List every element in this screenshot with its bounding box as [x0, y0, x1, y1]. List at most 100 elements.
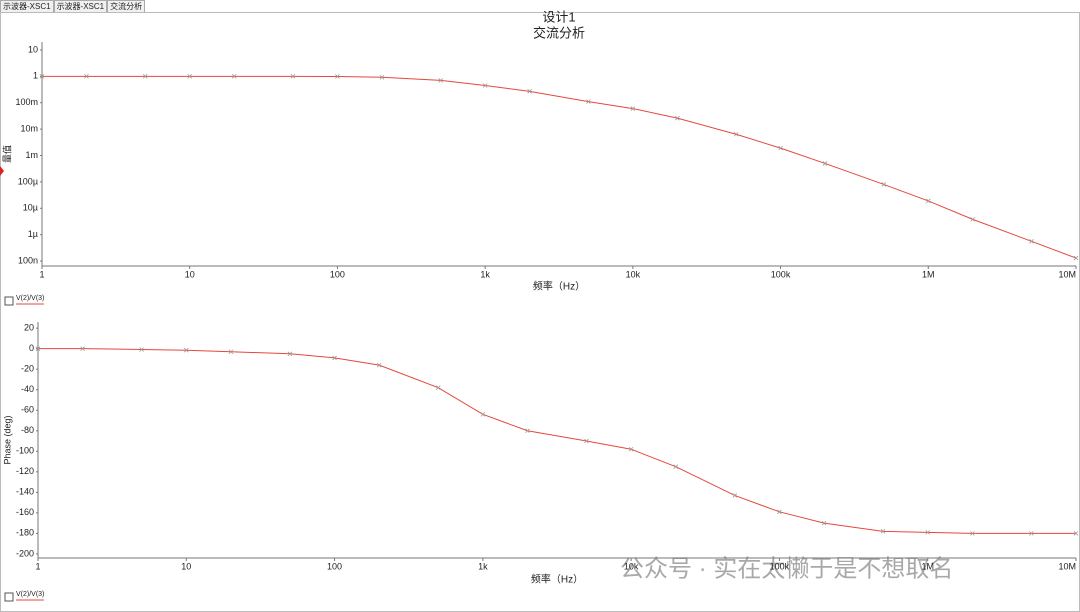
data-point [438, 78, 443, 83]
data-point [880, 529, 886, 534]
tab-bar: 示波器-XSC1 示波器-XSC1 交流分析 [0, 0, 146, 12]
x-tick-label: 1k [478, 561, 488, 571]
x-axis-label: 频率（Hz） [531, 573, 583, 586]
data-point [926, 198, 931, 204]
y-tick-label: 0 [29, 343, 34, 353]
data-point [777, 509, 782, 515]
x-tick-label: 10M [1058, 561, 1076, 571]
y-tick-label: 1µ [28, 229, 38, 239]
y-tick-label: -180 [16, 528, 34, 538]
y-tick-label: -40 [21, 384, 34, 394]
tab[interactable]: 示波器-XSC1 [0, 0, 54, 12]
y-tick-label: -60 [21, 405, 34, 415]
y-tick-label: 100µ [18, 176, 38, 186]
x-tick-label: 100 [330, 269, 345, 279]
cursor-marker [0, 166, 4, 176]
series-line [42, 75, 1077, 259]
x-tick-label: 1M [921, 561, 934, 571]
frame [0, 12, 1080, 612]
x-tick-label: 1 [39, 269, 44, 279]
data-point [228, 349, 234, 355]
y-tick-label: 10 [28, 44, 38, 54]
chart-subtitle: 交流分析 [533, 25, 585, 40]
data-point [732, 493, 738, 498]
y-tick-label: -140 [16, 487, 34, 497]
watermark: 公众号 · 实在太懒于是不想取名 [620, 555, 953, 582]
y-tick-label: -20 [21, 364, 34, 374]
x-tick-label: 1 [35, 561, 40, 571]
series-line [38, 348, 1076, 534]
data-point [332, 355, 337, 361]
data-point [1029, 239, 1034, 244]
data-point [628, 446, 634, 452]
y-tick-label: 10µ [23, 203, 38, 213]
data-point [35, 346, 41, 351]
data-point [1073, 255, 1079, 261]
tab[interactable]: 示波器-XSC1 [53, 0, 108, 12]
y-tick-label: 10m [20, 123, 38, 133]
data-point [673, 464, 679, 469]
data-point [584, 438, 589, 444]
y-axis-label: 量值 [1, 145, 12, 163]
data-point [376, 362, 382, 368]
x-tick-label: 10k [624, 561, 639, 571]
data-point [187, 74, 192, 79]
data-point [675, 115, 680, 121]
data-point [586, 99, 591, 104]
data-point [39, 74, 45, 79]
data-point [1073, 531, 1079, 536]
data-point [970, 217, 976, 222]
x-axis-label: 频率（Hz） [533, 280, 585, 293]
data-point [821, 520, 827, 526]
data-point [287, 351, 293, 357]
data-point [290, 74, 296, 79]
data-point [139, 347, 144, 352]
legend-checkbox[interactable] [4, 296, 14, 306]
data-point [630, 106, 636, 111]
data-point [733, 131, 739, 137]
y-tick-label: 20 [24, 323, 34, 333]
x-tick-label: 10 [181, 561, 191, 571]
data-point [525, 428, 530, 434]
data-point [231, 74, 237, 79]
y-tick-label: 100n [18, 255, 38, 265]
data-point [1029, 531, 1034, 536]
legend-label: V(2)/V(3) [16, 591, 44, 598]
data-point [435, 385, 441, 390]
x-tick-label: 1k [480, 269, 490, 279]
legend-checkbox[interactable] [4, 592, 14, 602]
y-axis-label: Phase (deg) [2, 415, 12, 464]
data-point [142, 74, 148, 79]
data-point [778, 145, 783, 151]
y-tick-label: -100 [16, 446, 34, 456]
x-tick-label: 100k [771, 269, 791, 279]
y-tick-label: -120 [16, 466, 34, 476]
x-tick-label: 10M [1058, 269, 1076, 279]
y-tick-label: 1m [25, 150, 38, 160]
tab[interactable]: 交流分析 [107, 0, 146, 12]
x-tick-label: 100 [327, 561, 342, 571]
data-point [84, 74, 89, 79]
data-point [527, 89, 532, 94]
y-tick-label: -200 [16, 548, 34, 558]
data-point [480, 412, 486, 417]
chart-title: 设计1 [542, 9, 575, 24]
legend-label: V(2)/V(3) [16, 295, 44, 302]
x-tick-label: 10 [185, 269, 195, 279]
data-point [482, 83, 488, 88]
y-tick-label: 1 [33, 71, 38, 81]
x-tick-label: 10k [626, 269, 641, 279]
data-point [335, 74, 340, 79]
data-point [80, 346, 85, 351]
data-point [184, 347, 189, 353]
data-point [379, 75, 385, 80]
data-point [822, 161, 828, 166]
data-point [925, 530, 930, 535]
data-point [881, 182, 887, 187]
data-point [970, 531, 975, 536]
y-tick-label: -160 [16, 507, 34, 517]
y-tick-label: -80 [21, 425, 34, 435]
x-tick-label: 1M [922, 269, 935, 279]
y-tick-label: 100m [15, 97, 38, 107]
